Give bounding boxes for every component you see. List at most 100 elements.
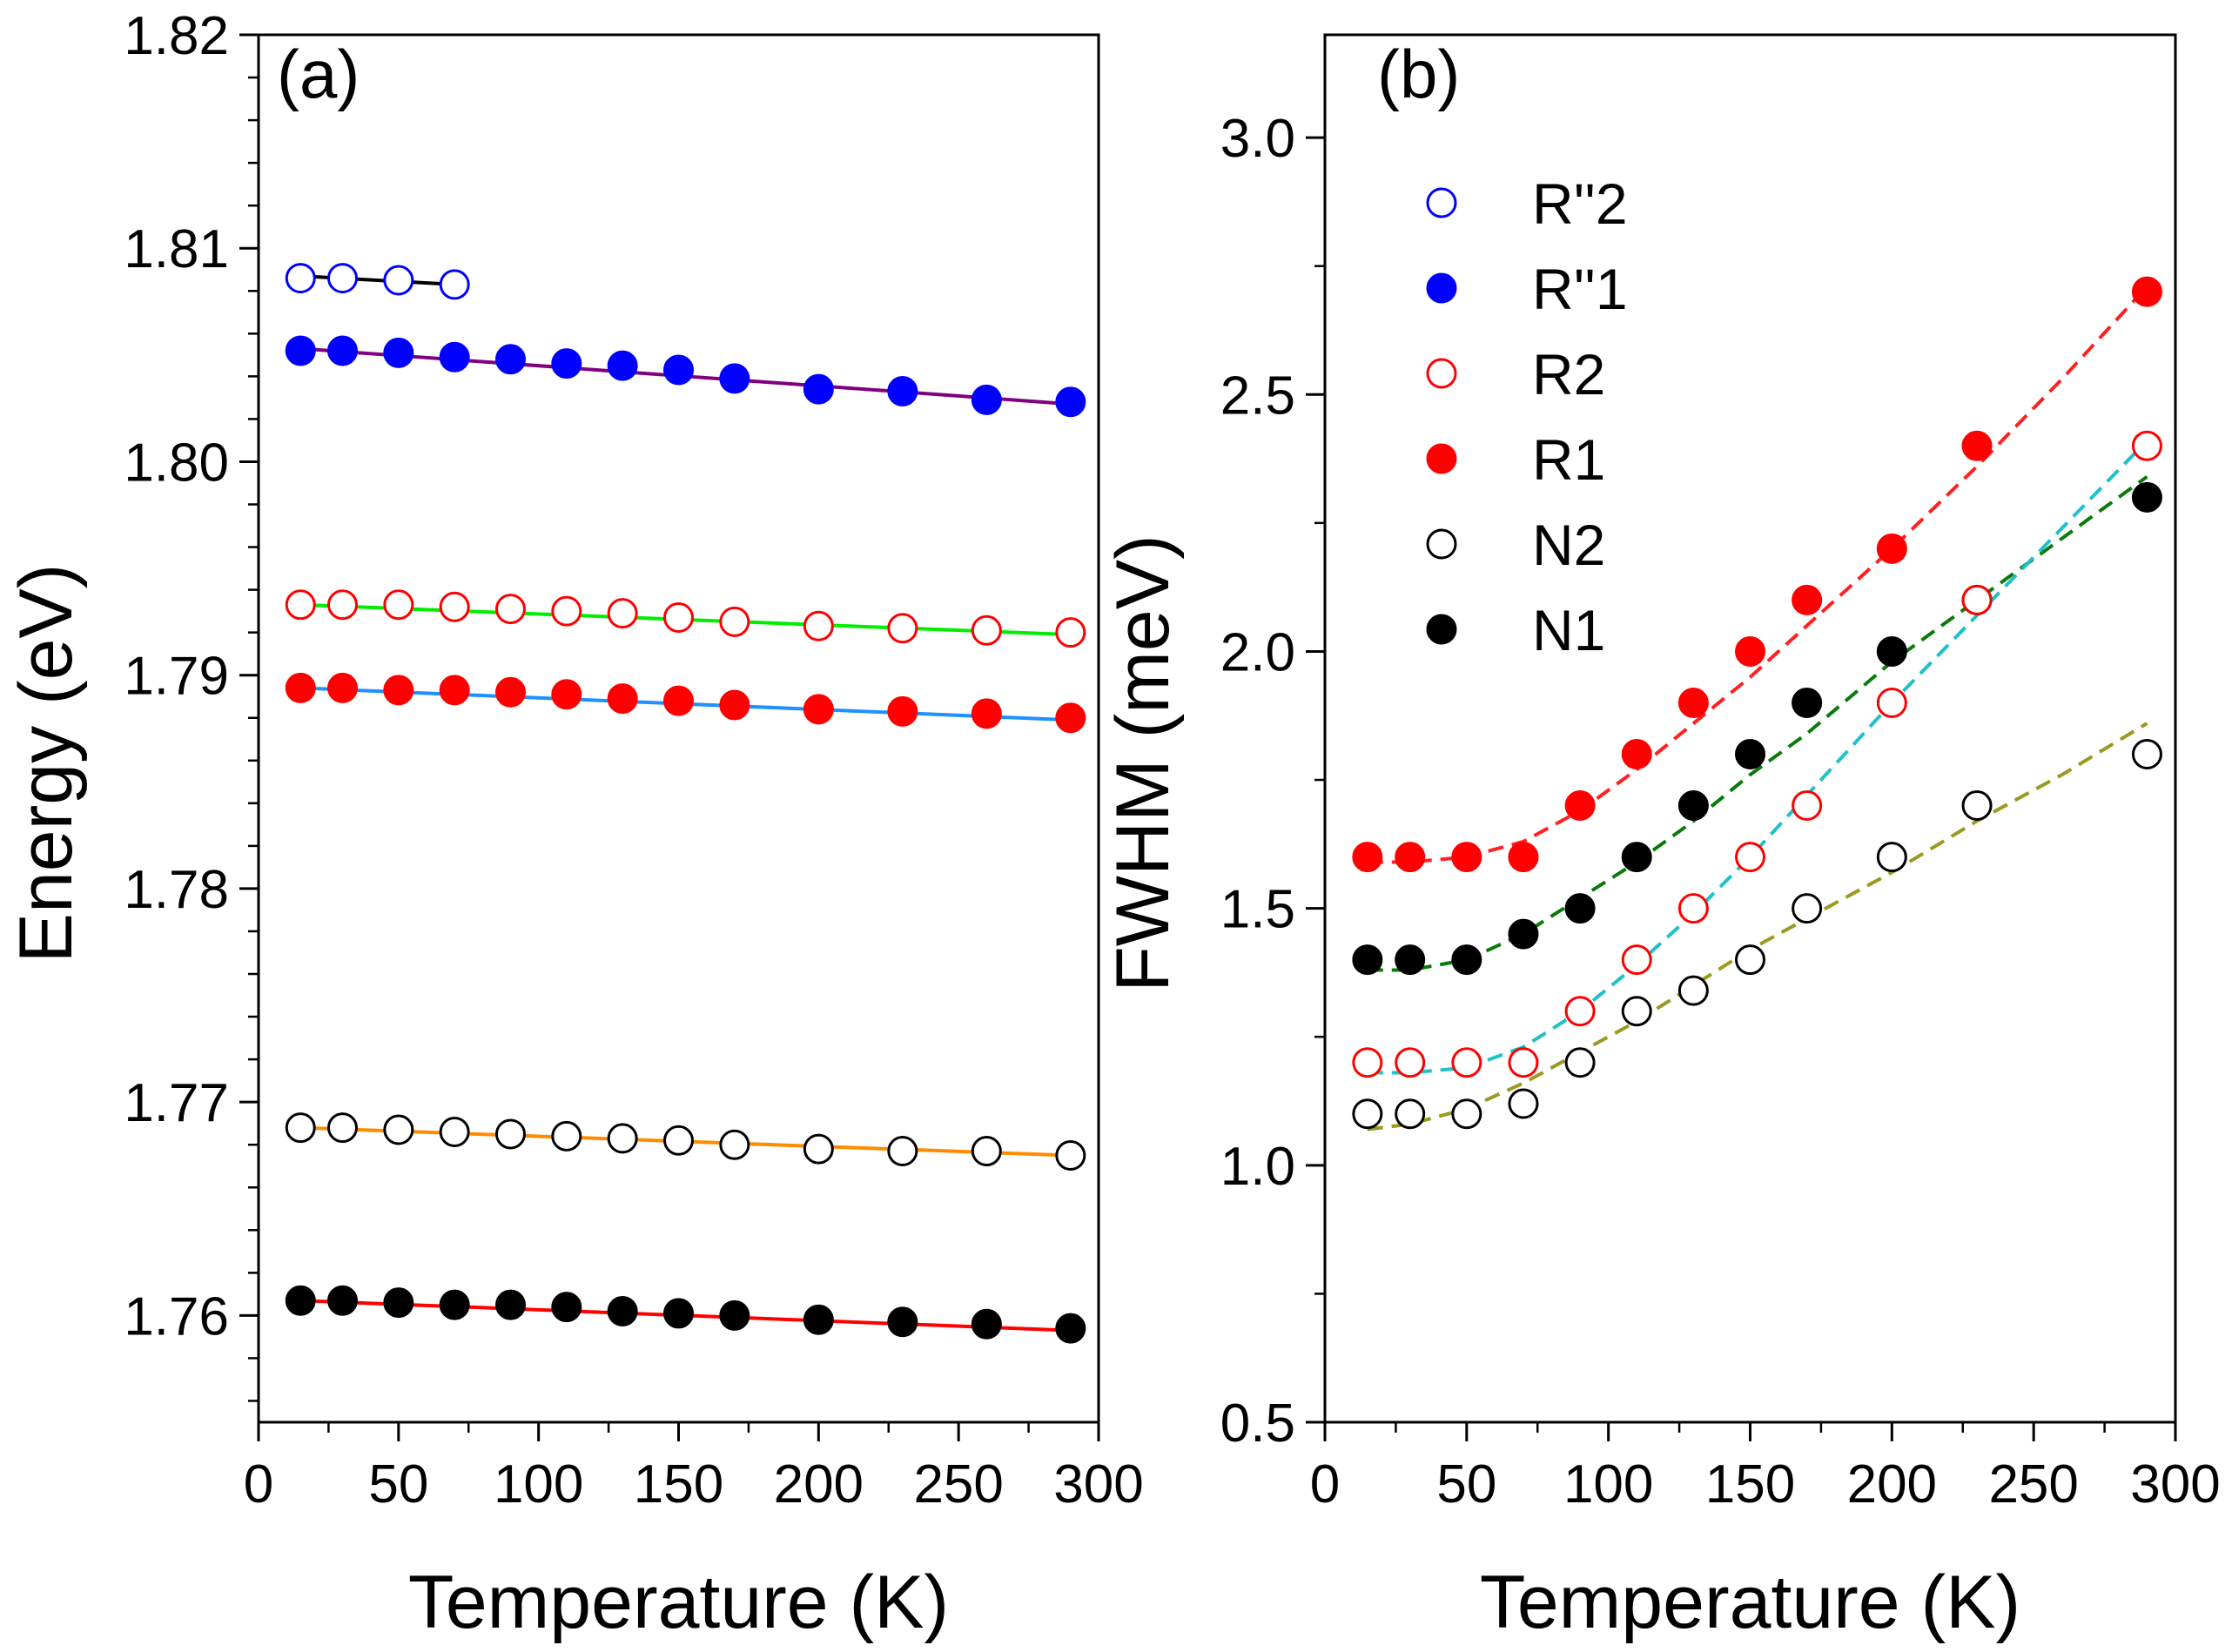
data-point-rpp1	[1055, 386, 1086, 418]
data-point-r2	[1677, 893, 1709, 924]
fit-line-n2	[1367, 722, 2148, 1132]
data-point-rpp1	[719, 363, 750, 394]
data-point-rpp1	[971, 384, 1002, 415]
data-point-n1	[495, 1289, 526, 1320]
data-point-n1	[1508, 918, 1539, 950]
data-point-r1	[383, 675, 414, 706]
data-point-n1	[285, 1285, 316, 1316]
panel-b-fit-lines	[1367, 285, 2148, 1132]
panel-b-plot-frame	[1323, 33, 2177, 1424]
x-tick-label: 50	[368, 1454, 428, 1514]
data-point-rpp1	[327, 335, 358, 366]
data-point-r2	[551, 595, 582, 627]
data-point-n1	[1677, 790, 1709, 822]
data-point-r2	[663, 601, 694, 633]
data-point-n2	[719, 1129, 750, 1160]
data-point-rpp1	[607, 350, 638, 381]
legend-marker	[1426, 614, 1457, 645]
data-point-n2	[1395, 1098, 1426, 1130]
legend-label: N2	[1532, 513, 1605, 577]
data-point-r2	[2131, 430, 2162, 461]
data-point-r1	[1055, 702, 1086, 734]
data-point-n1	[1451, 944, 1482, 976]
data-point-rpp1	[663, 354, 694, 386]
data-point-r2	[1876, 687, 1907, 718]
y-tick-label: 1.0	[1220, 1137, 1295, 1197]
y-tick-label: 1.80	[124, 433, 229, 493]
data-point-n2	[439, 1116, 470, 1147]
data-point-rpp2	[439, 269, 470, 300]
data-point-n2	[1055, 1139, 1086, 1171]
x-tick-label: 150	[634, 1454, 723, 1514]
y-tick-label: 1.78	[124, 860, 229, 920]
x-tick-label: 250	[913, 1454, 1003, 1514]
data-point-r2	[803, 610, 834, 641]
data-point-n1	[1735, 739, 1765, 770]
data-point-rpp2	[327, 263, 358, 294]
x-tick-label: 150	[1705, 1454, 1795, 1514]
fit-line-rpp2	[300, 274, 455, 286]
panel-b-x-axis-title: Temperature (K)	[1480, 1561, 2020, 1644]
data-point-r1	[1451, 842, 1482, 873]
data-point-r1	[803, 694, 834, 725]
data-point-r1	[887, 695, 918, 727]
data-point-rpp1	[383, 337, 414, 368]
data-point-n2	[607, 1123, 638, 1154]
legend-marker	[1426, 528, 1457, 560]
data-point-n2	[1677, 975, 1709, 1006]
data-point-r2	[1961, 584, 1993, 615]
data-point-n1	[551, 1292, 582, 1323]
legend-label: R''1	[1532, 257, 1628, 321]
data-point-n2	[1352, 1098, 1383, 1130]
data-point-r2	[1735, 842, 1765, 873]
data-point-r2	[1055, 617, 1086, 648]
panel-a-ticks: 0 50 100 150 200 250 300 1.76 1.77 1.78 1.79 1.80 1.…	[124, 6, 1143, 1514]
data-point-rpp1	[887, 376, 918, 407]
data-point-r1	[2131, 276, 2162, 307]
data-point-r1	[971, 698, 1002, 729]
y-tick-label: 1.79	[124, 647, 229, 707]
data-point-rpp1	[495, 344, 526, 375]
legend-label: R1	[1532, 427, 1605, 492]
data-point-n1	[1055, 1313, 1086, 1344]
data-point-rpp1	[551, 348, 582, 379]
data-point-r1	[1395, 842, 1426, 873]
data-point-n1	[1792, 687, 1823, 718]
panel-b-data-points	[1352, 276, 2162, 1130]
data-point-r2	[1564, 996, 1596, 1027]
fit-line-n1	[1367, 475, 2148, 972]
data-point-r2	[1621, 944, 1652, 976]
panel-a-y-axis-title: Energy (eV)	[4, 564, 88, 964]
data-point-n2	[1621, 996, 1652, 1027]
data-point-r1	[1876, 533, 1907, 564]
data-point-n2	[551, 1120, 582, 1152]
x-tick-label: 100	[1563, 1454, 1653, 1514]
fit-line-r1	[1367, 285, 2148, 864]
data-point-n2	[327, 1112, 358, 1144]
data-point-n2	[887, 1136, 918, 1167]
data-point-r2	[1395, 1047, 1426, 1078]
y-tick-label: 1.82	[124, 6, 229, 66]
x-tick-label: 0	[244, 1454, 273, 1514]
data-point-r2	[607, 598, 638, 629]
data-point-n2	[1876, 842, 1907, 873]
data-point-n2	[1508, 1088, 1539, 1119]
data-point-n1	[1395, 944, 1426, 976]
data-point-n2	[383, 1114, 414, 1145]
data-point-r1	[1677, 687, 1709, 718]
data-point-n1	[383, 1287, 414, 1319]
legend-label: R''2	[1532, 171, 1628, 236]
data-point-n1	[1352, 944, 1383, 976]
data-point-n1	[327, 1285, 358, 1316]
data-point-r1	[495, 676, 526, 708]
data-point-n2	[971, 1136, 1002, 1167]
x-tick-label: 200	[774, 1454, 864, 1514]
data-point-r2	[1508, 1047, 1539, 1078]
data-point-r2	[1792, 790, 1823, 822]
x-tick-label: 0	[1310, 1454, 1340, 1514]
data-point-r1	[1792, 584, 1823, 615]
data-point-r1	[663, 685, 694, 716]
data-point-n1	[2131, 481, 2162, 513]
data-point-n2	[663, 1125, 694, 1156]
